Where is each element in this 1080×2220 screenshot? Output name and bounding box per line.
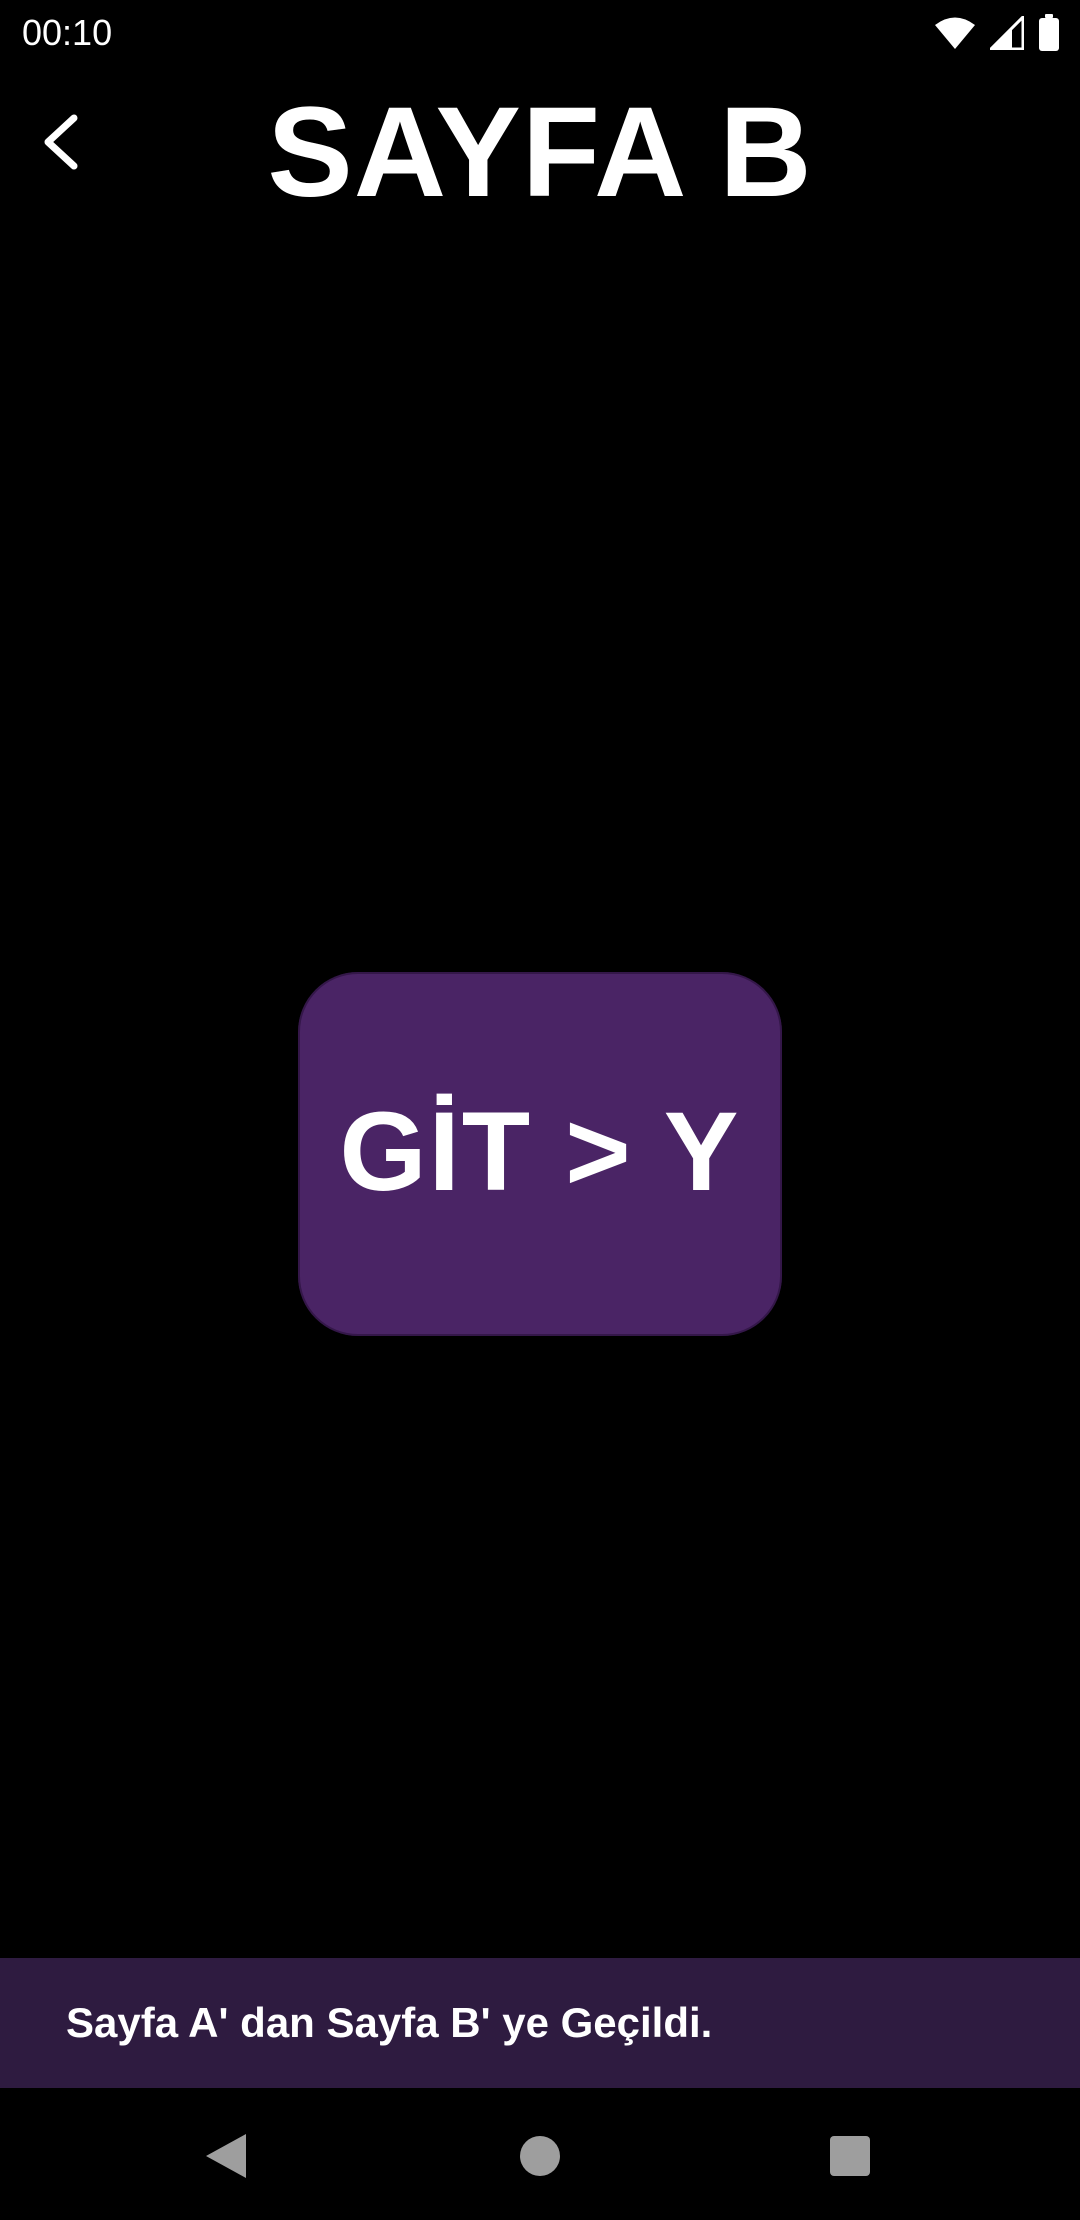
snackbar: Sayfa A' dan Sayfa B' ye Geçildi.	[0, 1958, 1080, 2088]
nav-home-button[interactable]	[490, 2108, 590, 2208]
nav-recents-icon	[829, 2135, 871, 2182]
nav-back-icon	[204, 2132, 248, 2185]
status-icons	[934, 14, 1060, 52]
system-navigation-bar	[0, 2088, 1080, 2220]
top-app-bar: SAYFA B	[0, 66, 1080, 224]
nav-recents-button[interactable]	[800, 2108, 900, 2208]
nav-back-button[interactable]	[176, 2108, 276, 2208]
arrow-back-icon	[38, 112, 82, 177]
snackbar-message: Sayfa A' dan Sayfa B' ye Geçildi.	[66, 1999, 713, 2046]
wifi-icon	[934, 16, 976, 50]
battery-icon	[1038, 14, 1060, 52]
page-title: SAYFA B	[267, 81, 813, 224]
cellular-signal-icon	[990, 16, 1024, 50]
status-time: 00:10	[22, 12, 113, 53]
status-bar: 00:10	[0, 0, 1080, 66]
back-button[interactable]	[22, 106, 98, 182]
go-button-label: GİT > Y	[339, 1089, 741, 1214]
go-to-y-button[interactable]: GİT > Y	[298, 972, 782, 1336]
nav-home-icon	[519, 2135, 561, 2182]
